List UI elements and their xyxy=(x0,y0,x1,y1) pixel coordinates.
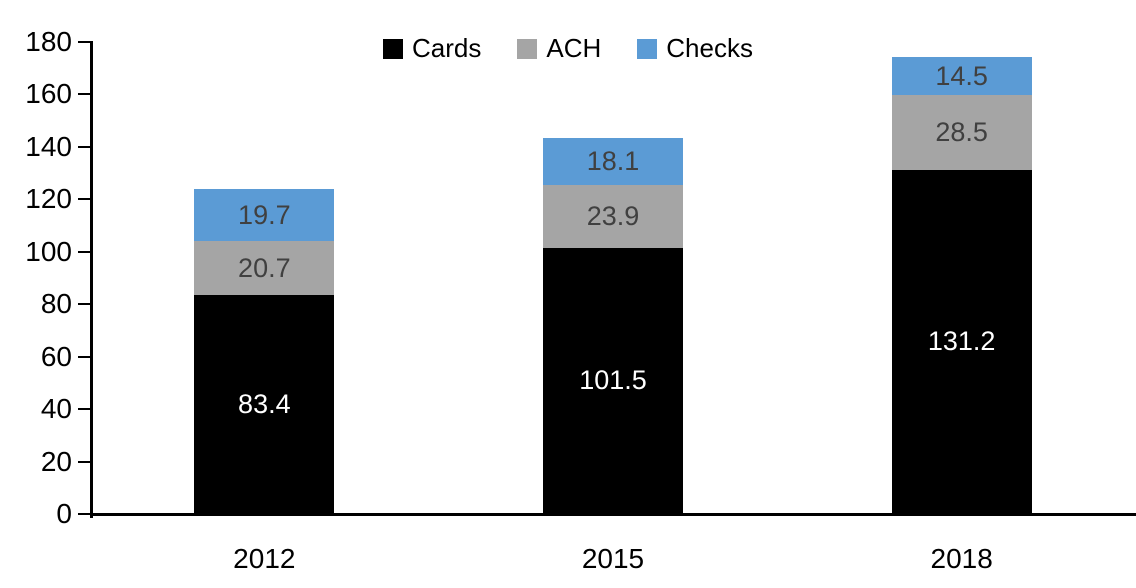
legend-swatch-icon xyxy=(517,38,538,59)
legend-swatch-icon xyxy=(383,38,404,59)
y-axis-tick xyxy=(78,198,90,201)
legend-swatch-icon xyxy=(637,38,658,59)
chart-legend: Cards ACH Checks xyxy=(0,33,1136,64)
data-label: 28.5 xyxy=(935,117,988,148)
data-label: 19.7 xyxy=(238,199,291,230)
y-axis-tick xyxy=(78,250,90,253)
y-axis-tick xyxy=(78,93,90,96)
y-axis-tick xyxy=(78,408,90,411)
legend-label: Checks xyxy=(666,33,753,63)
legend-label: Cards xyxy=(412,33,482,63)
bar-segment-cards-2012: 83.4 xyxy=(194,295,335,514)
y-axis-tick-label: 100 xyxy=(25,235,72,267)
bar-segment-checks-2012: 19.7 xyxy=(194,189,335,242)
data-label: 23.9 xyxy=(586,201,640,231)
data-label: 14.5 xyxy=(935,60,988,91)
bar-segment-checks-2015: 18.1 xyxy=(543,137,683,186)
x-axis-label-2015: 2015 xyxy=(581,543,645,574)
y-axis-tick xyxy=(78,513,90,515)
bar-segment-ach-2018: 28.5 xyxy=(891,95,1032,170)
y-axis-tick-label: 120 xyxy=(25,183,72,215)
x-axis-label-2018: 2018 xyxy=(930,543,993,574)
y-axis-tick-label: 80 xyxy=(40,288,72,320)
data-label: 83.4 xyxy=(238,389,291,420)
bar-segment-ach-2015: 23.9 xyxy=(543,185,683,248)
y-axis-tick-label: 160 xyxy=(25,78,72,110)
legend-item-cards: Cards xyxy=(383,33,481,64)
bar-segment-cards-2018: 131.2 xyxy=(891,169,1032,514)
data-label: 20.7 xyxy=(238,252,291,283)
y-axis-tick-label: 40 xyxy=(40,393,72,425)
y-axis-tick-label: 140 xyxy=(25,130,72,162)
y-axis-tick-label: 180 xyxy=(25,26,72,57)
y-axis-tick-label: 20 xyxy=(40,445,72,477)
legend-label: ACH xyxy=(546,33,602,63)
y-axis-tick xyxy=(78,145,90,148)
y-axis-tick-label: 0 xyxy=(56,498,72,529)
data-label: 18.1 xyxy=(586,145,640,176)
bar-segment-cards-2015: 101.5 xyxy=(543,247,683,514)
y-axis-tick-label: 60 xyxy=(40,340,72,372)
x-axis-label-2012: 2012 xyxy=(233,543,296,574)
bar-segment-checks-2018: 14.5 xyxy=(891,57,1032,96)
y-axis-tick xyxy=(78,355,90,358)
legend-item-checks: Checks xyxy=(637,33,753,64)
data-label: 101.5 xyxy=(579,365,647,396)
y-axis-tick xyxy=(78,41,90,43)
legend-item-ach: ACH xyxy=(517,33,601,64)
y-axis-tick xyxy=(78,460,90,463)
bar-segment-ach-2012: 20.7 xyxy=(194,241,335,296)
y-axis-line xyxy=(90,41,93,518)
x-axis-line xyxy=(90,513,1136,516)
data-label: 131.2 xyxy=(927,326,996,357)
y-axis-tick xyxy=(78,303,90,306)
